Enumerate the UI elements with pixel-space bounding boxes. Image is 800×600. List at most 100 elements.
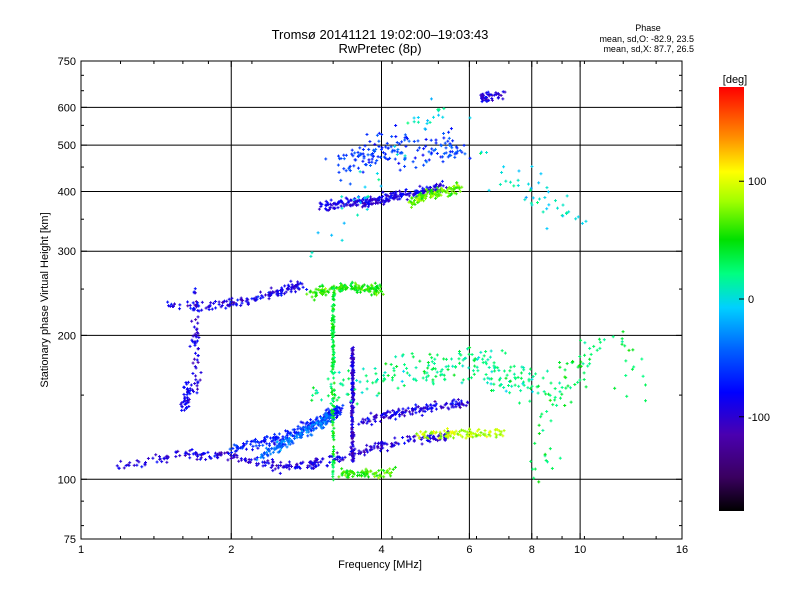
- data-point: [584, 385, 588, 389]
- data-point: [342, 157, 346, 161]
- data-point: [416, 148, 420, 152]
- data-point: [413, 202, 417, 206]
- data-point: [440, 372, 444, 376]
- data-point: [386, 373, 390, 377]
- data-point: [397, 161, 401, 165]
- data-point: [353, 288, 357, 292]
- data-point: [379, 148, 383, 152]
- data-point: [465, 434, 469, 438]
- data-point: [414, 411, 418, 415]
- data-point: [463, 357, 467, 361]
- data-point: [331, 398, 335, 402]
- data-point: [332, 416, 336, 420]
- data-point: [373, 441, 377, 445]
- data-point: [430, 356, 434, 360]
- data-point: [417, 410, 421, 414]
- data-point: [318, 285, 322, 289]
- data-point: [429, 430, 433, 434]
- data-point: [422, 199, 426, 203]
- data-point: [268, 444, 272, 448]
- data-point: [254, 440, 258, 444]
- data-point: [424, 137, 428, 141]
- data-point: [376, 155, 380, 159]
- data-point: [368, 469, 372, 473]
- data-point: [383, 471, 387, 475]
- data-point: [409, 205, 413, 209]
- data-point: [266, 454, 270, 458]
- data-point: [195, 339, 199, 343]
- data-point: [391, 376, 395, 380]
- data-point: [351, 352, 355, 356]
- data-point: [442, 373, 446, 377]
- data-point: [253, 457, 257, 461]
- data-point: [340, 195, 344, 199]
- data-point: [415, 197, 419, 201]
- data-point: [436, 108, 440, 112]
- data-point: [524, 195, 528, 199]
- data-point: [640, 357, 644, 361]
- data-point: [641, 374, 645, 378]
- data-point: [195, 454, 199, 458]
- data-point: [394, 124, 398, 128]
- data-point: [424, 403, 428, 407]
- data-point: [451, 139, 455, 143]
- data-point: [335, 409, 339, 413]
- data-point: [370, 293, 374, 297]
- data-point: [548, 398, 552, 402]
- data-point: [513, 383, 517, 387]
- data-point: [282, 292, 286, 296]
- data-point: [151, 456, 155, 460]
- data-point: [326, 407, 330, 411]
- data-point: [534, 372, 538, 376]
- data-point: [195, 328, 199, 332]
- data-point: [624, 374, 628, 378]
- data-point: [311, 420, 315, 424]
- data-point: [254, 444, 258, 448]
- data-point: [194, 374, 198, 378]
- data-point: [400, 410, 404, 414]
- data-point: [182, 385, 186, 389]
- data-point: [407, 139, 411, 143]
- data-point: [213, 454, 217, 458]
- data-point: [533, 467, 537, 471]
- data-point: [124, 464, 128, 468]
- data-point: [451, 401, 455, 405]
- data-point: [208, 303, 212, 307]
- data-point: [541, 376, 545, 380]
- data-point: [625, 394, 629, 398]
- data-point: [325, 415, 329, 419]
- data-point: [298, 436, 302, 440]
- colorbar-label: [deg]: [723, 74, 747, 86]
- data-point: [301, 285, 305, 289]
- data-point: [477, 356, 481, 360]
- data-point: [174, 455, 178, 459]
- data-point: [326, 394, 330, 398]
- data-point: [442, 136, 446, 140]
- data-point: [403, 157, 407, 161]
- data-point: [442, 189, 446, 193]
- data-point: [410, 352, 414, 356]
- data-point: [357, 198, 361, 202]
- data-point: [428, 195, 432, 199]
- data-point: [509, 365, 513, 369]
- data-point: [430, 191, 434, 195]
- data-point: [331, 430, 335, 434]
- data-point: [229, 453, 233, 457]
- data-point: [328, 409, 332, 413]
- data-point: [400, 192, 404, 196]
- data-point: [240, 446, 244, 450]
- data-point: [331, 206, 335, 210]
- data-point: [269, 466, 273, 470]
- data-point: [221, 301, 225, 305]
- data-point: [460, 402, 464, 406]
- data-point: [411, 201, 415, 205]
- data-point: [335, 202, 339, 206]
- data-point: [499, 93, 503, 97]
- data-point: [340, 456, 344, 460]
- data-point: [516, 184, 520, 188]
- data-point: [355, 291, 359, 295]
- data-point: [183, 395, 187, 399]
- data-point: [283, 284, 287, 288]
- data-point: [484, 95, 488, 99]
- data-point: [381, 151, 385, 155]
